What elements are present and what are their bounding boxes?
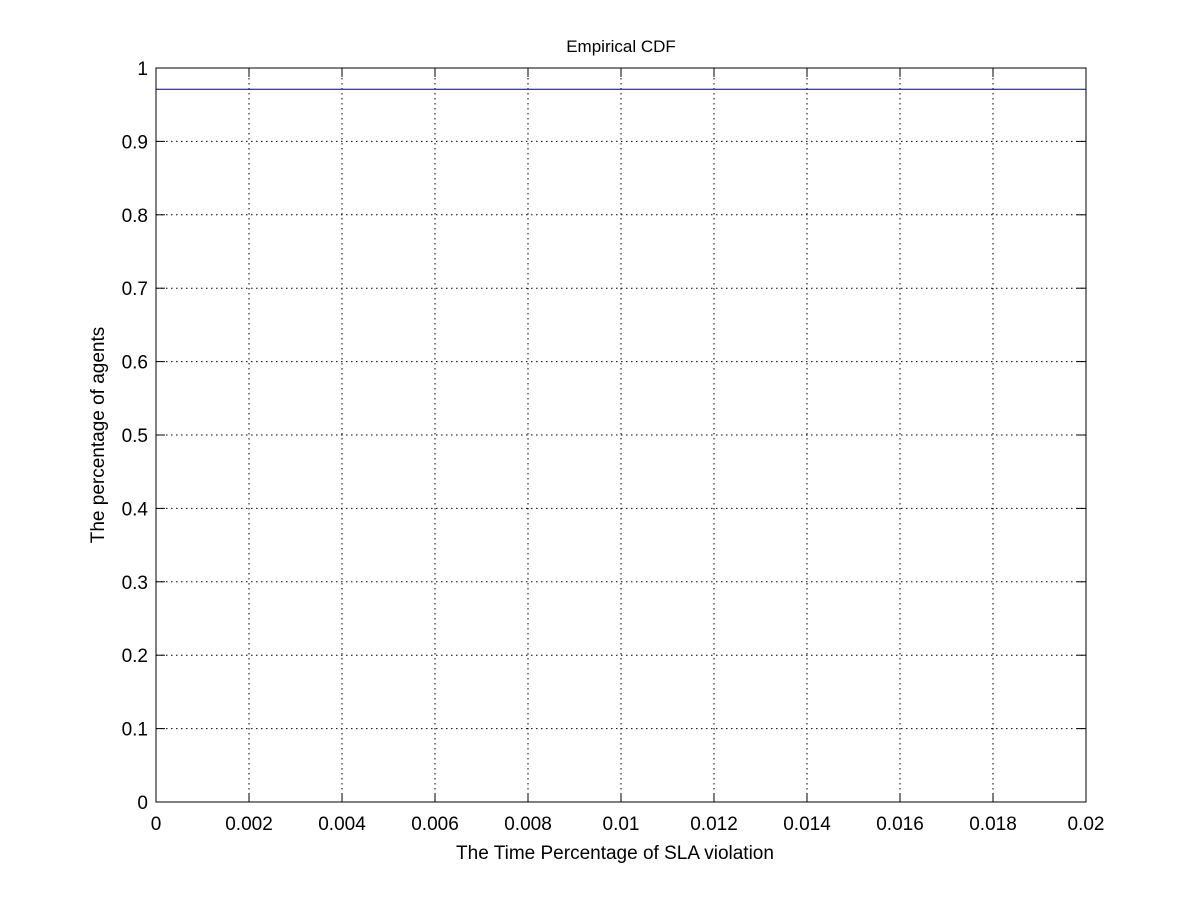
x-tick-label: 0.018 [969,814,1017,835]
x-tick-label: 0.002 [225,814,273,835]
y-axis-title: The percentage of agents [88,327,109,544]
x-tick-label: 0.02 [1068,814,1105,835]
y-tick-label: 0 [137,793,148,814]
x-tick-label: 0.014 [783,814,831,835]
chart-title: Empirical CDF [566,37,676,56]
y-tick-label: 0.8 [122,206,148,227]
x-tick-label: 0 [151,814,162,835]
x-tick-label: 0.006 [411,814,459,835]
x-axis-title: The Time Percentage of SLA violation [456,843,774,864]
x-tick-labels: 0 0.002 0.004 0.006 0.008 0.01 0.012 0.014 0.016… [151,814,1105,835]
y-tick-label: 1 [137,59,148,80]
x-tick-label: 0.01 [603,814,640,835]
y-tick-label: 0.3 [122,573,148,594]
y-tick-label: 0.6 [122,353,148,374]
x-tick-label: 0.016 [876,814,924,835]
x-tick-label: 0.004 [318,814,366,835]
grid-lines [156,68,1086,802]
axis-ticks [155,67,1087,803]
y-tick-labels: 0 0.1 0.2 0.3 0.4 0.5 0.6 0.7 0.8 0.9 1 [122,59,149,814]
x-tick-label: 0.012 [690,814,738,835]
y-tick-label: 0.1 [122,720,148,741]
y-tick-label: 0.5 [122,426,148,447]
y-tick-label: 0.2 [122,646,148,667]
y-tick-label: 0.4 [122,499,149,520]
x-tick-label: 0.008 [504,814,552,835]
y-tick-label: 0.7 [122,279,148,300]
y-tick-label: 0.9 [122,132,148,153]
